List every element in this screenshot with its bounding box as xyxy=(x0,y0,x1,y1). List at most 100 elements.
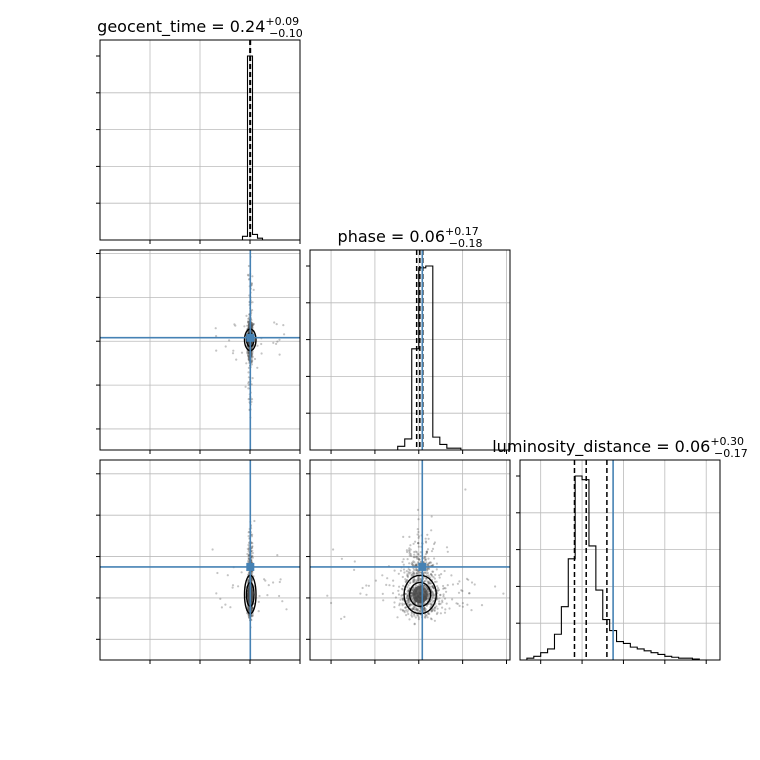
scatter-point xyxy=(443,611,447,614)
scatter-point xyxy=(417,541,420,545)
scatter-point xyxy=(415,564,418,567)
scatter-point xyxy=(439,594,442,597)
scatter-point xyxy=(246,350,249,353)
scatter-point xyxy=(246,607,249,610)
scatter-point xyxy=(412,572,415,575)
scatter-point xyxy=(438,574,441,577)
scatter-point xyxy=(250,352,253,355)
scatter-point xyxy=(251,377,254,380)
scatter-point xyxy=(402,563,405,566)
scatter-point xyxy=(427,557,430,560)
scatter-point xyxy=(427,594,430,597)
scatter-point xyxy=(413,622,416,625)
scatter-point xyxy=(436,589,439,592)
scatter-point xyxy=(426,564,430,567)
scatter-point xyxy=(402,584,405,587)
scatter-point xyxy=(251,324,254,327)
scatter-point xyxy=(431,585,434,588)
scatter-point xyxy=(416,576,420,579)
scatter-point xyxy=(442,584,445,588)
scatter-point xyxy=(224,603,227,606)
scatter-point xyxy=(246,606,249,609)
scatter-point xyxy=(445,602,448,605)
scatter-point xyxy=(423,606,426,610)
scatter-point xyxy=(431,608,434,611)
scatter-point xyxy=(414,550,417,553)
scatter-point xyxy=(425,572,428,575)
scatter-point xyxy=(256,344,259,347)
scatter-point xyxy=(419,577,422,581)
scatter-point xyxy=(415,571,418,575)
scatter-point xyxy=(433,606,436,610)
scatter-point xyxy=(411,607,415,611)
scatter-point xyxy=(251,549,254,552)
scatter-point xyxy=(408,603,412,606)
scatter-point xyxy=(429,582,432,585)
title-minus: −0.18 xyxy=(449,237,483,250)
scatter-point xyxy=(425,551,429,555)
scatter-point xyxy=(412,578,415,581)
scatter-point xyxy=(247,355,250,358)
scatter-point xyxy=(416,508,420,511)
scatter-point xyxy=(417,557,420,560)
scatter-point xyxy=(426,587,429,590)
scatter-point xyxy=(263,578,266,581)
scatter-point xyxy=(247,321,250,324)
scatter-point xyxy=(215,592,218,595)
scatter-point xyxy=(250,360,253,363)
scatter-point xyxy=(502,592,505,595)
scatter-point xyxy=(409,544,412,547)
scatter-point xyxy=(426,616,429,619)
scatter-point xyxy=(410,592,413,595)
scatter-point xyxy=(412,579,415,582)
title-name: luminosity_distance = 0.06 xyxy=(492,437,710,457)
scatter-point xyxy=(431,594,434,598)
scatter-point xyxy=(413,568,416,571)
scatter-point xyxy=(429,605,432,608)
scatter-point xyxy=(428,567,431,571)
scatter-point xyxy=(431,607,434,610)
scatter-point xyxy=(243,325,246,328)
scatter-point xyxy=(250,358,253,362)
scatter-point xyxy=(426,580,429,583)
scatter-point xyxy=(253,519,256,523)
scatter-point xyxy=(414,584,418,587)
scatter-point xyxy=(426,567,429,570)
histogram-geocent_time xyxy=(241,55,264,240)
scatter-point xyxy=(247,615,250,618)
scatter-point xyxy=(247,554,250,557)
scatter-point xyxy=(446,584,449,587)
scatter-point xyxy=(250,324,253,327)
scatter-point xyxy=(250,322,253,325)
scatter-point xyxy=(427,589,430,592)
scatter-point xyxy=(258,594,261,598)
scatter-point xyxy=(400,587,404,590)
scatter-point xyxy=(412,587,415,590)
scatter-point xyxy=(353,560,356,563)
scatter-point xyxy=(404,592,407,595)
scatter-point xyxy=(468,592,471,595)
scatter-point xyxy=(415,556,418,559)
scatter-point xyxy=(423,580,426,583)
scatter-point xyxy=(429,582,432,585)
scatter-point xyxy=(278,353,281,356)
scatter-point xyxy=(430,618,433,621)
scatter-point xyxy=(413,607,416,610)
scatter-point xyxy=(407,549,411,552)
scatter-point xyxy=(406,597,409,600)
scatter-point xyxy=(406,573,409,576)
scatter-point xyxy=(445,546,449,549)
scatter-point xyxy=(413,561,416,564)
scatter-point xyxy=(417,618,420,621)
scatter-point xyxy=(429,561,432,564)
scatter-point xyxy=(365,593,368,596)
scatter-point xyxy=(246,547,249,551)
scatter-point xyxy=(247,606,250,609)
panel-frame xyxy=(519,459,721,661)
scatter-point xyxy=(415,551,418,554)
scatter-point xyxy=(413,578,416,582)
scatter-point xyxy=(251,275,254,278)
scatter-point xyxy=(413,601,417,604)
scatter-point xyxy=(424,608,427,611)
